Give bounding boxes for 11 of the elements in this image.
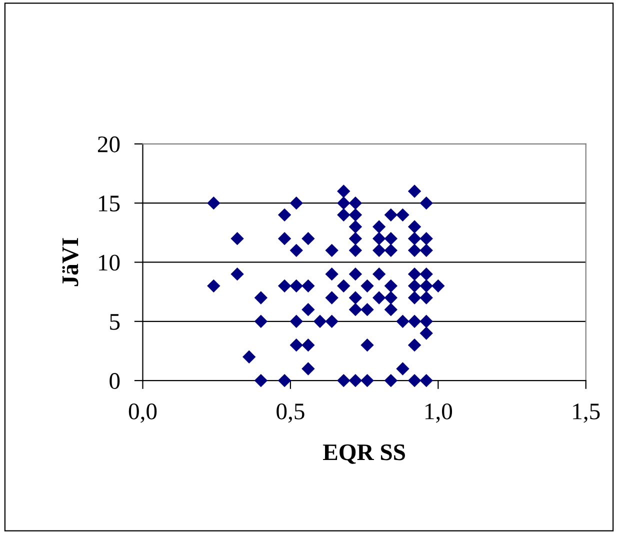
x-tick-label: 1,5 bbox=[573, 404, 600, 423]
y-tick-label: 15 bbox=[99, 196, 120, 212]
y-tick-label: 5 bbox=[110, 314, 120, 330]
y-tick-label: 20 bbox=[98, 136, 120, 152]
y-tick-label: 0 bbox=[110, 373, 120, 389]
y-axis-title: JäVI bbox=[62, 238, 78, 286]
x-tick-label: 1,0 bbox=[425, 403, 452, 423]
y-tick-label: 10 bbox=[99, 254, 120, 271]
x-tick-label: 0,5 bbox=[276, 403, 304, 423]
x-axis-title: EQR SS bbox=[323, 444, 405, 464]
x-tick-label: 0,0 bbox=[128, 403, 157, 423]
